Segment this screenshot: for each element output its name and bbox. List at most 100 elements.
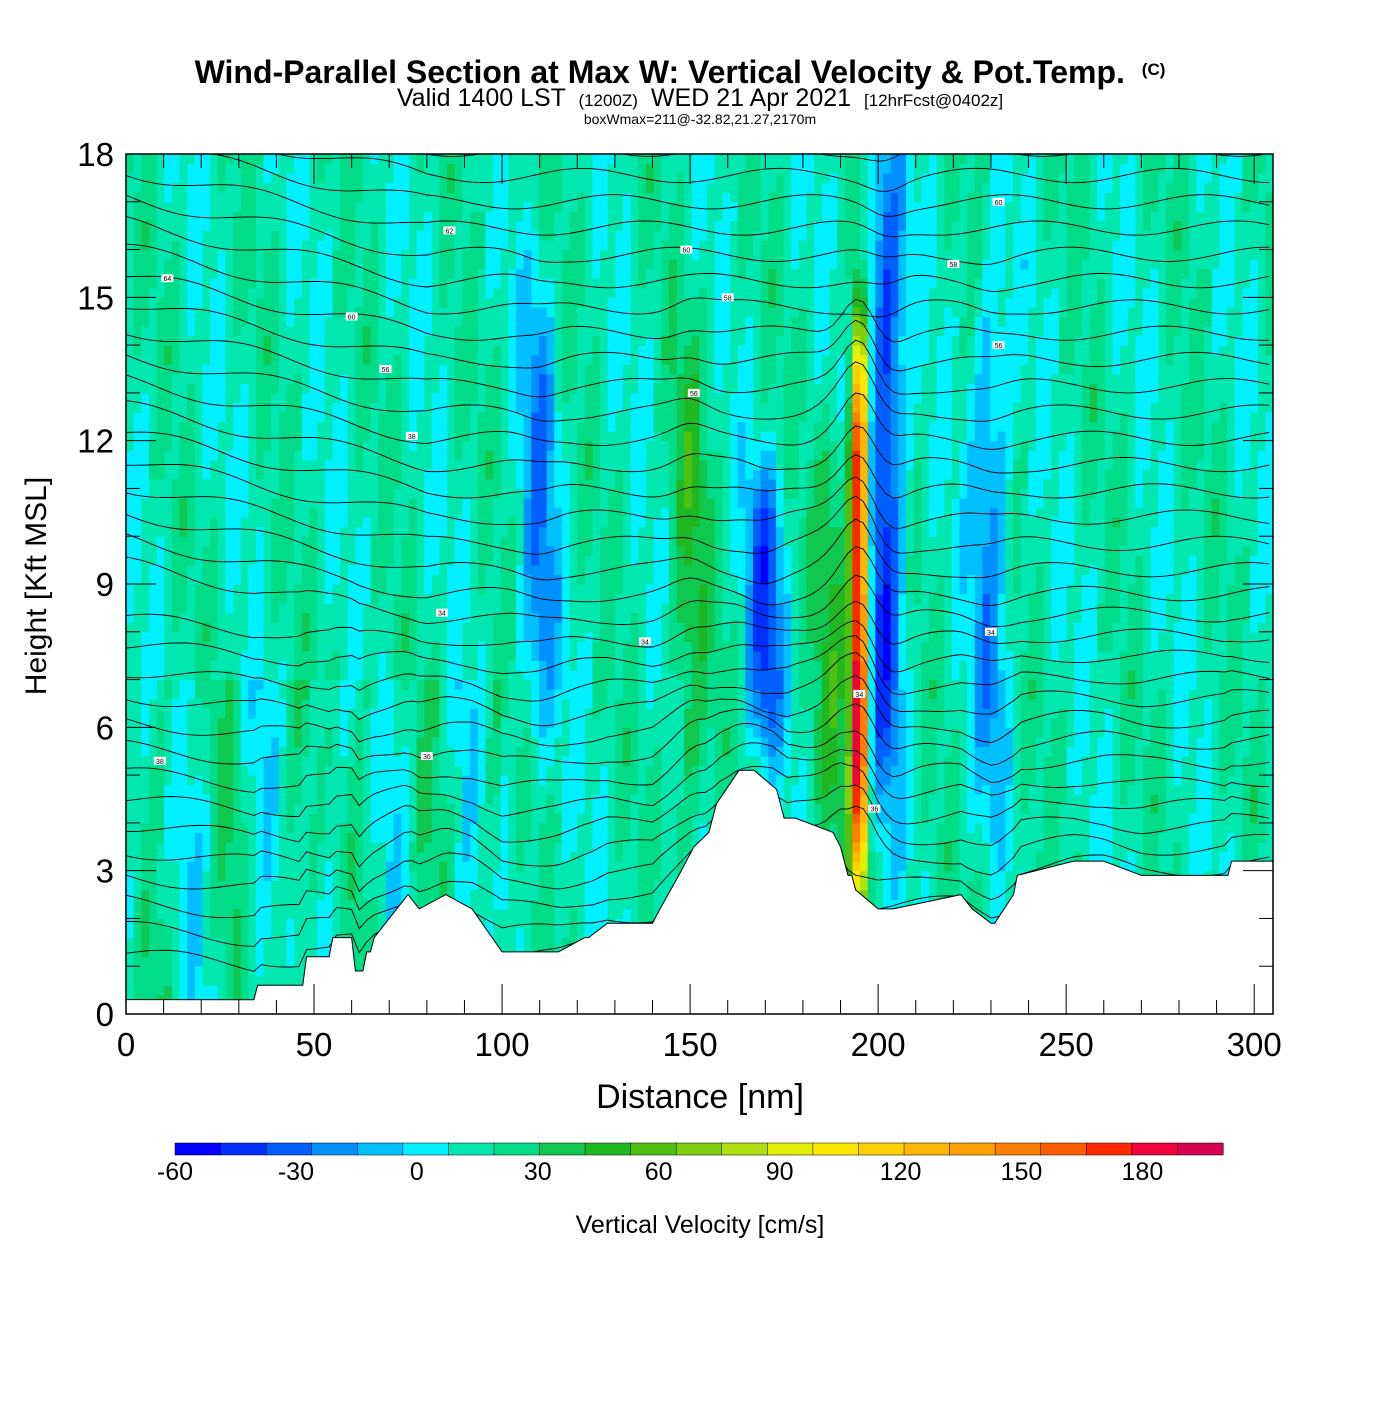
velocity-cell xyxy=(462,364,471,375)
velocity-cell xyxy=(332,545,341,556)
velocity-cell xyxy=(141,163,150,174)
velocity-cell xyxy=(240,402,249,413)
velocity-cell xyxy=(378,861,387,872)
velocity-cell xyxy=(217,440,227,451)
velocity-cell xyxy=(370,306,379,318)
velocity-cell xyxy=(126,173,135,184)
velocity-cell xyxy=(370,211,379,222)
velocity-cell xyxy=(187,584,196,595)
velocity-cell xyxy=(493,822,502,834)
velocity-cell xyxy=(248,469,257,480)
velocity-cell xyxy=(424,851,433,862)
velocity-cell xyxy=(493,928,502,939)
velocity-cell xyxy=(194,708,204,719)
velocity-cell xyxy=(462,459,471,470)
velocity-cell xyxy=(225,708,234,719)
velocity-cell xyxy=(493,794,502,805)
velocity-cell xyxy=(477,717,486,728)
velocity-cell xyxy=(309,650,318,662)
velocity-cell xyxy=(202,201,211,212)
velocity-cell xyxy=(164,908,173,920)
velocity-cell xyxy=(401,631,410,642)
velocity-cell xyxy=(340,182,349,193)
velocity-cell xyxy=(332,584,341,595)
velocity-cell xyxy=(317,746,326,757)
velocity-cell xyxy=(217,985,227,996)
velocity-cell xyxy=(141,899,150,910)
velocity-cell xyxy=(531,708,540,719)
velocity-cell xyxy=(126,765,135,776)
velocity-cell xyxy=(523,746,532,757)
velocity-cell xyxy=(148,822,158,834)
velocity-cell xyxy=(179,975,188,986)
velocity-cell xyxy=(278,975,288,986)
velocity-cell xyxy=(340,526,349,537)
velocity-cell xyxy=(500,335,509,346)
velocity-cell xyxy=(408,230,418,241)
velocity-cell xyxy=(202,851,211,862)
velocity-cell xyxy=(171,306,181,318)
velocity-cell xyxy=(485,794,494,805)
velocity-cell xyxy=(340,450,349,461)
velocity-cell xyxy=(255,689,265,700)
velocity-cell xyxy=(439,163,448,174)
velocity-cell xyxy=(240,526,249,537)
velocity-cell xyxy=(210,736,219,748)
velocity-cell xyxy=(462,899,471,910)
velocity-cell xyxy=(263,354,272,365)
velocity-cell xyxy=(202,861,211,872)
velocity-cell xyxy=(286,182,295,193)
velocity-cell xyxy=(210,278,219,289)
velocity-cell xyxy=(217,660,227,671)
velocity-cell xyxy=(378,880,387,891)
velocity-cell xyxy=(141,545,150,556)
velocity-cell xyxy=(370,555,379,566)
velocity-cell xyxy=(393,259,402,270)
velocity-cell xyxy=(148,507,158,518)
velocity-cell xyxy=(393,612,402,623)
velocity-cell xyxy=(126,230,135,241)
velocity-cell xyxy=(447,564,456,576)
velocity-cell xyxy=(462,373,471,384)
velocity-cell xyxy=(210,937,219,948)
velocity-cell xyxy=(263,861,272,872)
velocity-cell xyxy=(210,650,219,662)
velocity-cell xyxy=(309,727,318,738)
velocity-cell xyxy=(470,670,479,681)
velocity-cell xyxy=(255,526,265,537)
velocity-cell xyxy=(255,498,265,509)
velocity-cell xyxy=(424,182,433,193)
velocity-cell xyxy=(508,650,517,662)
velocity-cell xyxy=(225,526,234,537)
velocity-cell xyxy=(408,584,418,595)
velocity-cell xyxy=(194,956,204,967)
velocity-cell xyxy=(294,765,303,776)
velocity-cell xyxy=(194,966,204,977)
velocity-cell xyxy=(332,698,341,709)
velocity-cell xyxy=(538,584,548,595)
velocity-cell xyxy=(286,287,295,298)
velocity-cell xyxy=(393,622,402,633)
velocity-cell xyxy=(462,440,471,451)
velocity-cell xyxy=(317,756,326,767)
velocity-cell xyxy=(126,813,135,824)
velocity-cell xyxy=(523,392,532,404)
velocity-cell xyxy=(324,756,334,767)
velocity-cell xyxy=(179,937,188,948)
velocity-cell xyxy=(493,746,502,757)
velocity-cell xyxy=(133,861,142,872)
velocity-cell xyxy=(278,631,288,642)
velocity-cell xyxy=(141,679,150,690)
velocity-cell xyxy=(248,201,257,212)
velocity-cell xyxy=(317,316,326,327)
velocity-cell xyxy=(225,431,234,442)
velocity-cell xyxy=(240,708,249,719)
velocity-cell xyxy=(324,459,334,470)
velocity-cell xyxy=(225,335,234,346)
velocity-cell xyxy=(233,631,242,642)
velocity-cell xyxy=(355,297,364,308)
velocity-cell xyxy=(202,784,211,795)
velocity-cell xyxy=(508,584,517,595)
velocity-cell xyxy=(431,507,441,518)
velocity-cell xyxy=(477,736,486,748)
